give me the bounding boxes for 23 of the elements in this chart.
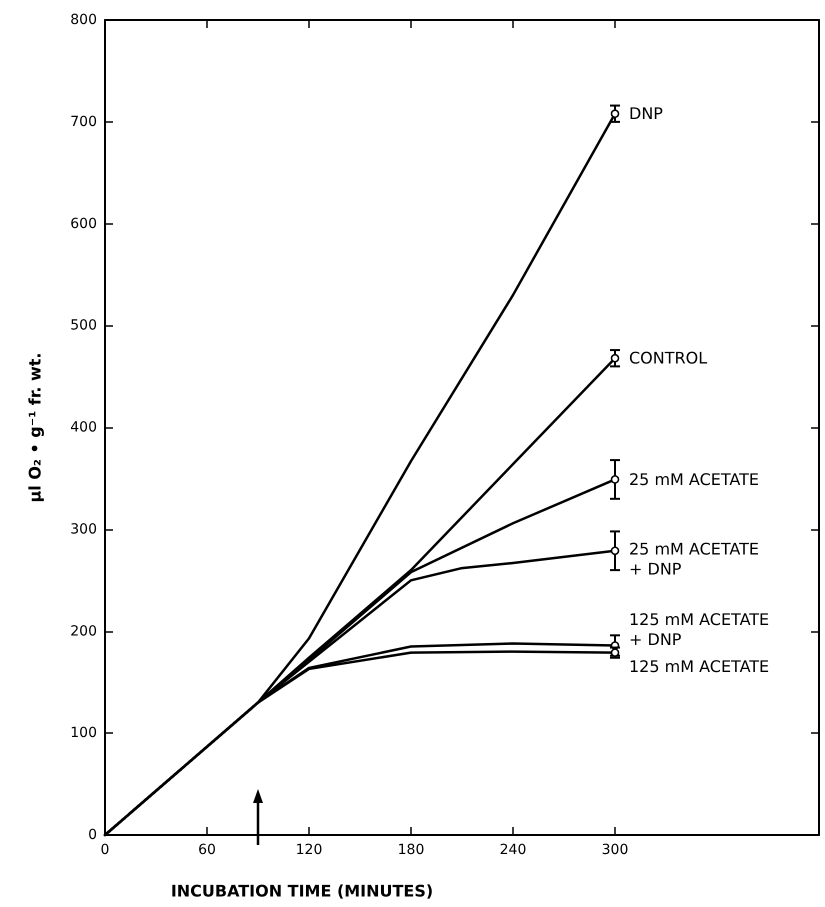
y-tick-label: 400 [70,420,97,436]
series-label: 125 mM ACETATE [629,657,770,676]
y-tick-label: 100 [70,725,97,742]
y-tick-label: 800 [70,12,97,28]
y-tick-label: 700 [70,114,97,130]
x-axis-title: INCUBATION TIME (MINUTES) [170,882,434,900]
x-tick-label: 240 [500,842,526,858]
series-label: CONTROL [629,348,708,368]
y-tick-label: 200 [70,623,97,640]
x-tick-label: 180 [398,842,424,858]
x-tick-label: 60 [198,842,216,858]
series-label: DNP [629,104,664,124]
y-tick-label: 0 [88,827,97,843]
series-label: 125 mM ACETATE + DNP [629,610,774,650]
series-label: 25 mM ACETATE [629,470,759,489]
y-tick-label: 500 [70,318,97,334]
y-tick-label: 300 [70,521,97,538]
x-tick-label: 300 [602,842,628,858]
x-tick-label: 0 [100,842,110,858]
y-axis-title: μl O₂ • g⁻¹ fr. wt. [26,352,44,503]
x-tick-label: 120 [296,842,322,858]
series-label: 25 mM ACETATE + DNP [629,539,764,578]
y-tick-label: 600 [70,216,97,232]
